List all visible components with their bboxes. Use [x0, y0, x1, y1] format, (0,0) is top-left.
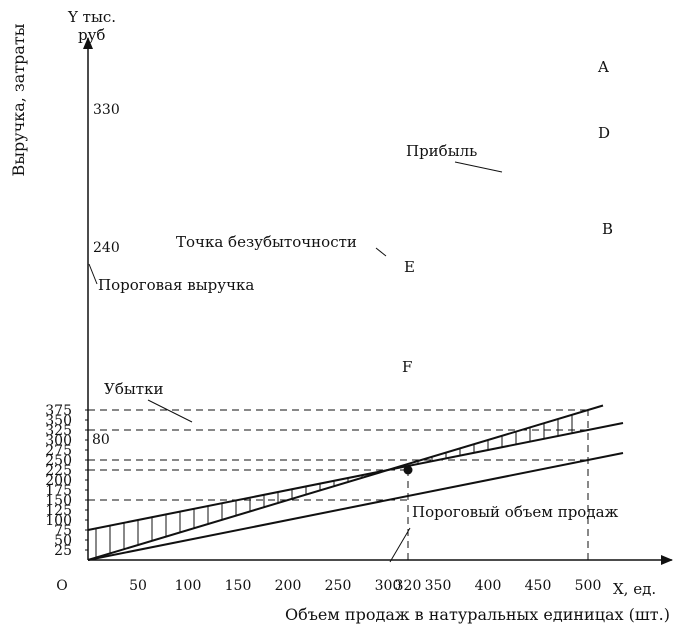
annotation-threshold-revenue: Пороговая выручка [98, 276, 254, 294]
y-tick-label: 100 [45, 513, 72, 529]
y-tick-label: 75 [54, 523, 72, 539]
y-tick-label: 325 [45, 423, 72, 439]
value-label: 240 [93, 240, 120, 256]
point-label-e: E [404, 258, 415, 276]
y-tick-label: 250 [45, 453, 72, 469]
point-label-f: F [402, 358, 412, 376]
y-tick-label: 350 [45, 413, 72, 429]
y-tick-label: 275 [45, 443, 72, 459]
y-tick-label: 25 [54, 543, 72, 559]
value-label: 80 [92, 432, 110, 448]
y-tick-label: 50 [54, 533, 72, 549]
series-line-total-cost [87, 422, 624, 531]
series-line-revenue [87, 404, 604, 561]
x-axis-unit: X, ед. [613, 580, 656, 598]
y-tick-label: 125 [45, 503, 72, 519]
x-tick-label: 50 [129, 578, 147, 594]
x-tick-label: 450 [525, 578, 552, 594]
value-label: 330 [93, 102, 120, 118]
series-line-variable-cost [87, 452, 624, 561]
x-axis-title: Объем продаж в натуральных единицах (шт.… [285, 605, 670, 624]
annotation-threshold-volume: Пороговый объем продаж [412, 503, 619, 521]
y-tick-label: 300 [45, 433, 72, 449]
y-tick-label: 375 [45, 403, 72, 419]
x-tick-label: 500 [575, 578, 602, 594]
annotation-losses: Убытки [104, 380, 163, 398]
y-axis-title: Выручка, затраты [9, 23, 28, 176]
y-tick-label: 175 [45, 483, 72, 499]
annotation-profit: Прибыль [406, 142, 477, 160]
point-label-d: D [598, 124, 610, 142]
x-tick-label: 150 [225, 578, 252, 594]
annotation-break-even-label: Точка безубыточности [176, 233, 357, 251]
annotation-leader [389, 527, 411, 563]
y-tick-label: 200 [45, 473, 72, 489]
x-tick-label: 350 [425, 578, 452, 594]
x-tick-label: 300 [375, 578, 402, 594]
break-even-point [403, 465, 413, 475]
x-tick-label: 200 [275, 578, 302, 594]
annotation-leader [88, 263, 98, 285]
annotation-leader [147, 399, 193, 423]
x-tick-label: 400 [475, 578, 502, 594]
origin-label: O [56, 578, 67, 594]
y-tick-label: 225 [45, 463, 72, 479]
point-label-b: B [602, 220, 613, 238]
point-label-a: A [597, 58, 609, 76]
x-tick-label: 250 [325, 578, 352, 594]
y-axis-unit-line2: руб [78, 26, 105, 44]
annotation-leader [454, 161, 503, 173]
annotation-leader [375, 247, 387, 257]
x-tick-label: 320 [395, 578, 422, 594]
x-tick-label: 100 [175, 578, 202, 594]
y-axis-unit-line1: Y тыс. [67, 8, 116, 26]
y-tick-label: 150 [45, 493, 72, 509]
